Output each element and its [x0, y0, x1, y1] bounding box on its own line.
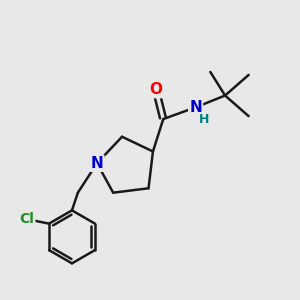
Text: H: H	[199, 112, 209, 126]
Text: Cl: Cl	[20, 212, 34, 226]
Text: N: N	[189, 100, 202, 115]
Text: N: N	[91, 156, 103, 171]
Text: O: O	[149, 82, 162, 97]
